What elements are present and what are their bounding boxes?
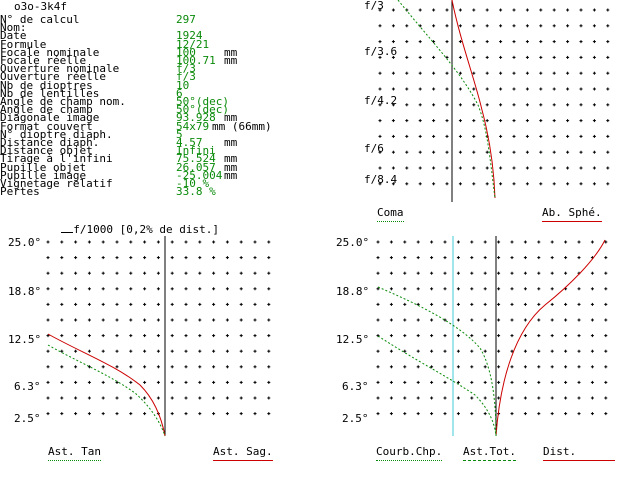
param-value: 26.057 (176, 160, 216, 174)
astigmatism-plot (46, 236, 271, 437)
param-value: 297 (176, 13, 196, 26)
param-value: 50°(dec) (176, 95, 229, 108)
field-curvature-curve (377, 335, 497, 437)
param-unit: mm (224, 168, 238, 182)
param-label: Pertes (0, 185, 40, 199)
window-title: o3o-3k4f (14, 0, 67, 13)
param-label: Focale nominale (0, 45, 100, 59)
scale-bar-icon (61, 224, 74, 233)
aperture-tick-2: f/3.6 (364, 45, 398, 58)
legend-spherical: Ab. Sphé. (542, 207, 602, 222)
legend-distortion: Dist. (543, 446, 615, 461)
param-unit: mm (224, 160, 238, 174)
param-value: f/3 (176, 62, 196, 76)
param-value: 75.524 (176, 152, 216, 166)
aperture-plot (378, 0, 610, 202)
param-unit: mm (224, 111, 238, 125)
param-unit: mm (66mm) (212, 119, 272, 133)
astig-tick-1: 25.0° (8, 236, 42, 249)
astig-tick-5: 2.5° (14, 412, 41, 425)
param-label: Pupille objet (0, 160, 87, 174)
field-tick-4: 6.3° (342, 380, 369, 393)
param-label: Ouverture réelle (0, 70, 106, 84)
astig-tick-3: 12.5° (8, 333, 42, 346)
param-value: 100.71 (176, 54, 216, 67)
param-value: 10 (176, 78, 190, 92)
aperture-grid (378, 8, 610, 186)
param-label: Vignetage relatif (0, 177, 113, 190)
param-label: Distance diaph. (0, 136, 100, 149)
spherical-aberration-curve (451, 0, 496, 199)
param-value: 1924 (176, 29, 203, 43)
field-grid (376, 240, 608, 416)
param-label: Nb de dioptres (0, 78, 93, 92)
param-value: -25.004 (176, 168, 223, 182)
param-unit: mm (224, 136, 238, 149)
param-value: 12/21 (176, 37, 210, 51)
scale-note-text: f/1000 [0,2% de dist.] (73, 223, 219, 236)
param-label: Focale réelle (0, 54, 87, 67)
param-value: 4.57 (176, 136, 203, 149)
field-tick-5: 2.5° (342, 412, 369, 425)
param-label: Tirage à l'infini (0, 152, 113, 166)
param-unit: mm (224, 54, 238, 67)
param-value: 93.928 (176, 111, 216, 125)
field-plot (376, 236, 608, 437)
param-label: Format couvert (0, 119, 93, 133)
param-value: 50°(dec) (176, 103, 229, 117)
aperture-tick-3: f/4.2 (364, 94, 398, 107)
field-tick-1: 25.0° (336, 236, 370, 249)
param-label: Formule (0, 37, 47, 51)
param-label: Angle de champ (0, 103, 93, 117)
legend-ast-tan: Ast. Tan (48, 446, 101, 461)
aperture-tick-5: f/8.4 (364, 173, 398, 186)
legend-coma: Coma (377, 207, 404, 222)
legend-total-astig: Ast.Tot. (463, 446, 516, 461)
astigmatism-grid (46, 240, 271, 416)
coma-curve (397, 0, 496, 199)
param-label: N° de calcul (0, 13, 80, 26)
param-value: 54x79 (176, 119, 210, 133)
legend-field-curvature: Courb.Chp. (376, 446, 443, 461)
param-value: 100 (176, 45, 196, 59)
scale-note: f/1000 [0,2% de dist.] (48, 213, 219, 235)
param-value: Infini (176, 144, 216, 158)
param-unit: mm (224, 152, 238, 166)
legend-ast-sag: Ast. Sag. (213, 446, 273, 461)
aperture-tick-1: f/3 (364, 0, 384, 12)
param-label: Pupille image (0, 168, 87, 182)
param-label: Nom: (0, 21, 27, 35)
param-value: 33.8 % (176, 185, 216, 199)
tangential-curve (47, 344, 166, 437)
param-label: Angle de champ nom. (0, 95, 126, 108)
distortion-curve (495, 239, 606, 437)
param-label: Distance objet (0, 144, 93, 158)
param-value: -10 % (176, 177, 210, 190)
param-value: f/3 (176, 70, 196, 84)
param-unit: mm (224, 45, 238, 59)
param-value: 6 (176, 86, 183, 100)
astig-tick-4: 6.3° (14, 380, 41, 393)
param-value: 5 (176, 127, 183, 141)
field-tick-2: 18.8° (336, 285, 370, 298)
param-label: Diagonale image (0, 111, 100, 125)
aperture-tick-4: f/6 (364, 142, 384, 155)
param-label: Ouverture nominale (0, 62, 120, 76)
field-tick-3: 12.5° (336, 333, 370, 346)
param-label: N° dioptre diaph. (0, 127, 113, 141)
sagittal-curve (47, 333, 166, 437)
param-label: Date (0, 29, 27, 43)
total-astigmatism-curve (377, 286, 497, 437)
astig-tick-2: 18.8° (8, 285, 42, 298)
param-label: Nb de lentilles (0, 86, 100, 100)
